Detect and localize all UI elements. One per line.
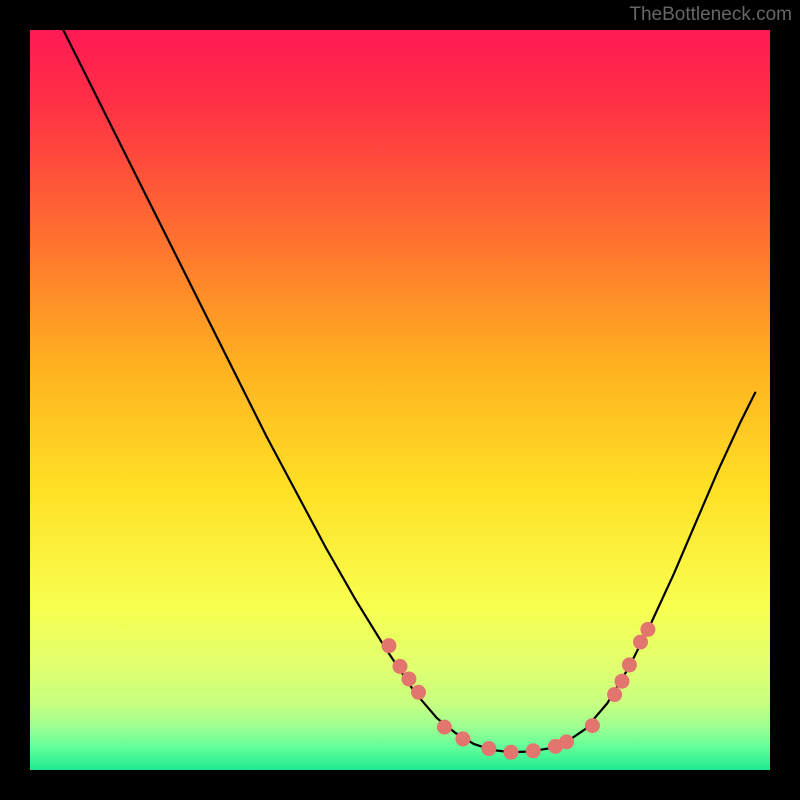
data-marker xyxy=(633,634,648,649)
data-marker xyxy=(640,622,655,637)
data-marker xyxy=(504,745,519,760)
data-marker xyxy=(381,638,396,653)
data-marker xyxy=(437,720,452,735)
data-marker xyxy=(455,731,470,746)
chart-container: TheBottleneck.com xyxy=(0,0,800,800)
data-marker xyxy=(559,734,574,749)
data-marker xyxy=(393,659,408,674)
data-marker xyxy=(607,687,622,702)
plot-area xyxy=(30,30,770,770)
data-marker xyxy=(481,741,496,756)
bottleneck-curve xyxy=(63,30,755,752)
attribution-text: TheBottleneck.com xyxy=(629,4,792,26)
data-marker xyxy=(585,718,600,733)
data-marker xyxy=(622,657,637,672)
data-marker xyxy=(526,743,541,758)
plot-svg xyxy=(30,30,770,770)
data-marker xyxy=(615,674,630,689)
data-marker xyxy=(411,685,426,700)
data-marker xyxy=(401,671,416,686)
